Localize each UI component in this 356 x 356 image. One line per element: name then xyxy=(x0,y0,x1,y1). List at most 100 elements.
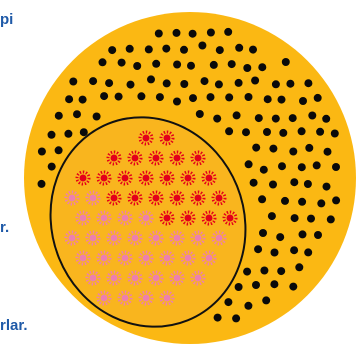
pink-star xyxy=(96,210,112,226)
dot xyxy=(92,112,101,121)
dot xyxy=(289,147,298,156)
star-core xyxy=(194,194,202,202)
star-core xyxy=(100,214,108,222)
dot xyxy=(251,76,260,85)
pink-star xyxy=(85,270,101,286)
star-rays xyxy=(75,170,91,186)
dot xyxy=(78,95,87,104)
dot xyxy=(258,195,267,204)
dot xyxy=(242,128,250,137)
star-core xyxy=(68,234,76,242)
star-core xyxy=(79,214,87,222)
dot xyxy=(270,280,279,289)
dot xyxy=(243,64,252,72)
dot xyxy=(224,298,233,307)
dot xyxy=(225,93,234,102)
star-core xyxy=(142,254,150,262)
pink-star xyxy=(159,250,175,266)
star-core xyxy=(194,234,202,242)
dot xyxy=(200,77,209,86)
dot xyxy=(152,59,161,68)
dot xyxy=(330,129,339,138)
pink-star xyxy=(106,230,122,246)
red-star xyxy=(180,170,196,186)
star-core xyxy=(121,214,129,222)
dot xyxy=(267,212,276,221)
dot xyxy=(244,160,253,169)
star-rays xyxy=(138,170,154,186)
dot xyxy=(322,114,331,123)
star-rays xyxy=(96,250,112,266)
dot xyxy=(277,95,286,104)
dot xyxy=(195,110,204,118)
pink-star xyxy=(85,190,101,206)
star-core xyxy=(142,294,150,302)
dot xyxy=(288,114,297,123)
star-rays xyxy=(75,210,91,226)
dot xyxy=(254,114,263,123)
dot xyxy=(65,95,74,104)
star-rays xyxy=(106,150,122,166)
red-star xyxy=(159,210,175,226)
pink-star xyxy=(127,230,143,246)
star-rays xyxy=(85,190,101,206)
pink-star xyxy=(180,250,196,266)
pink-star xyxy=(75,250,91,266)
star-core xyxy=(205,174,213,182)
dot xyxy=(206,28,215,37)
pink-star xyxy=(127,270,143,286)
dot xyxy=(37,147,46,156)
dot xyxy=(269,144,278,153)
star-rays xyxy=(96,170,112,186)
dot xyxy=(316,127,325,136)
dot xyxy=(314,231,322,239)
dot xyxy=(137,92,146,101)
dot xyxy=(47,130,56,139)
dot xyxy=(286,79,295,88)
dot xyxy=(108,46,117,55)
dot xyxy=(89,77,98,86)
dot xyxy=(263,95,272,104)
dot xyxy=(252,143,261,152)
star-core xyxy=(152,234,160,242)
star-core xyxy=(205,254,213,262)
dot xyxy=(209,60,218,69)
pink-star xyxy=(211,230,227,246)
red-star xyxy=(190,190,206,206)
star-rays xyxy=(85,230,101,246)
dot xyxy=(277,267,286,276)
star-rays xyxy=(169,150,185,166)
star-rays xyxy=(169,190,185,206)
pink-star xyxy=(75,210,91,226)
red-star xyxy=(117,170,133,186)
star-core xyxy=(142,174,150,182)
star-rays xyxy=(96,290,112,306)
red-star xyxy=(106,150,122,166)
star-rays xyxy=(190,270,206,286)
label: rlar. xyxy=(0,317,28,334)
star-rays xyxy=(222,210,238,226)
dot xyxy=(154,29,163,38)
star-core xyxy=(194,154,202,162)
dot xyxy=(260,266,269,275)
dot xyxy=(232,111,241,120)
dot xyxy=(308,111,317,120)
dot xyxy=(214,80,223,89)
star-core xyxy=(100,174,108,182)
dot xyxy=(206,93,215,102)
dot xyxy=(234,283,243,291)
dot xyxy=(304,79,313,88)
star-core xyxy=(215,194,223,202)
dot xyxy=(155,93,164,102)
star-rays xyxy=(159,250,175,266)
star-rays xyxy=(117,170,133,186)
star-core xyxy=(173,154,181,162)
star-rays xyxy=(169,230,185,246)
star-core xyxy=(121,254,129,262)
star-core xyxy=(184,214,192,222)
pink-star xyxy=(190,230,206,246)
star-rays xyxy=(127,190,143,206)
red-star xyxy=(201,210,217,226)
red-star xyxy=(127,190,143,206)
dot xyxy=(263,128,271,136)
